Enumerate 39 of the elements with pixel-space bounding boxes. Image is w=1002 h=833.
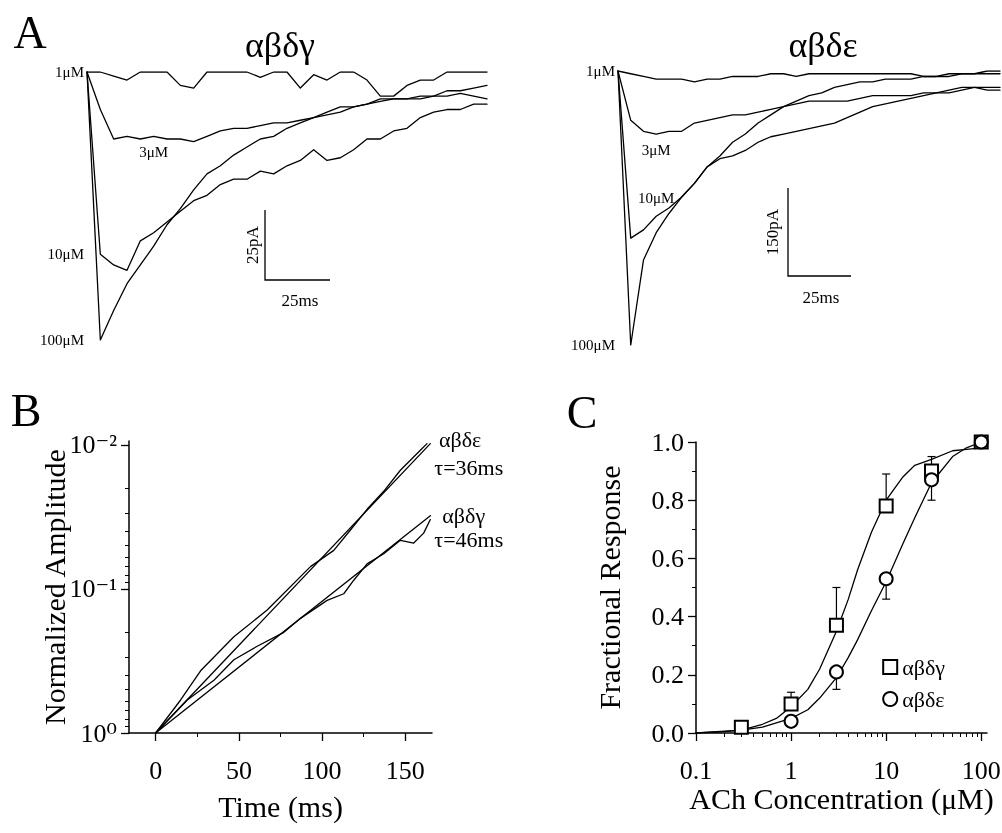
y-tick-label: 0.8 [651, 485, 684, 515]
series-label: 1μM [55, 64, 84, 80]
annotation: τ=36ms [434, 455, 504, 481]
annotation: 25pA [242, 225, 262, 264]
series-label: 1μM [586, 63, 615, 79]
annotation: 25ms [802, 287, 840, 307]
series-label: 3μM [139, 144, 169, 161]
y-tick-label: 10⁻² [69, 430, 118, 460]
x-tick-label: 0 [149, 755, 163, 785]
text: B [10, 384, 42, 436]
text: C [566, 386, 598, 438]
x-tick-label: 100 [302, 755, 342, 785]
chart-title: αβδγ [244, 25, 316, 65]
y-tick-label: 0.2 [651, 660, 684, 690]
legend-label: αβδγ [902, 654, 946, 680]
chart-title: αβδε [788, 25, 858, 65]
series-label: αβδγ [442, 503, 486, 529]
series-label: 100μM [571, 337, 615, 353]
x-tick-label: 150 [385, 755, 425, 785]
series-label: 10μM [638, 190, 675, 207]
text: A [13, 6, 47, 58]
y-tick-label: 0.0 [651, 718, 684, 748]
series-label: 10μM [47, 246, 84, 263]
annotation: 150pA [762, 208, 782, 256]
x-axis-title: Time (ms) [218, 789, 343, 824]
legend-label: αβδε [902, 686, 945, 712]
annotation: τ=46ms [434, 527, 504, 553]
annotation: 25ms [281, 290, 319, 310]
series-label: αβδε [439, 427, 482, 453]
y-tick-label: 10⁻¹ [69, 574, 117, 604]
y-tick-label: 10⁰ [80, 718, 117, 748]
y-tick-label: 1.0 [651, 427, 684, 457]
y-tick-label: 0.4 [651, 602, 684, 632]
y-tick-label: 0.6 [651, 543, 684, 573]
y-axis-title: Fractional Response [592, 465, 626, 710]
y-axis-title: Normalized Amplitude [37, 449, 71, 725]
x-tick-label: 50 [225, 755, 252, 785]
series-label: 3μM [641, 142, 671, 159]
series-label: 100μM [40, 332, 84, 348]
